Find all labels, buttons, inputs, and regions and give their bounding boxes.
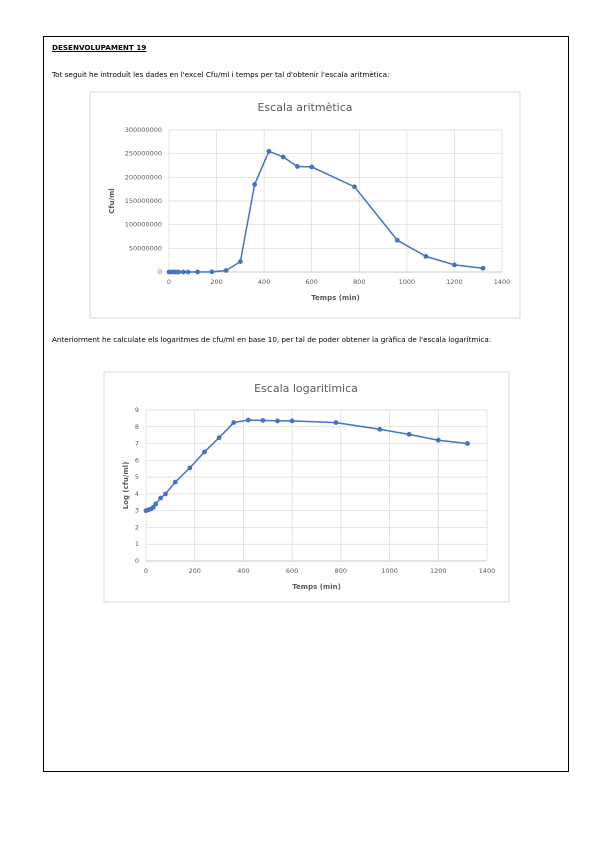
y-tick-label: 200000000 xyxy=(125,173,162,181)
data-point xyxy=(163,491,168,497)
y-tick-label: 150000000 xyxy=(125,197,162,205)
data-point xyxy=(187,465,193,471)
data-point xyxy=(180,269,186,275)
y-tick-label: 100000000 xyxy=(125,221,162,229)
data-point xyxy=(216,435,222,441)
data-point xyxy=(150,504,156,510)
y-tick-label: 9 xyxy=(135,406,139,414)
x-axis-label: Temps (min) xyxy=(311,294,360,302)
data-point xyxy=(289,418,295,424)
x-tick-label: 400 xyxy=(237,567,249,575)
data-point xyxy=(158,495,164,501)
x-tick-label: 800 xyxy=(353,278,365,286)
data-point xyxy=(266,148,272,154)
y-tick-label: 0 xyxy=(135,557,139,565)
chart-title: Escala logaritimica xyxy=(254,382,358,395)
data-point xyxy=(423,253,429,259)
data-point xyxy=(237,259,243,264)
data-point xyxy=(153,501,159,507)
data-point xyxy=(377,426,383,432)
data-point xyxy=(231,420,237,425)
page-border xyxy=(43,36,569,772)
y-tick-label: 5 xyxy=(135,473,139,481)
paragraph: Tot seguit he introduït les dades en l'e… xyxy=(52,70,390,79)
chart-title: Escala aritmètica xyxy=(257,101,352,114)
heading: DESENVOLUPAMENT 19 xyxy=(52,43,147,52)
y-tick-label: 250000000 xyxy=(125,150,162,158)
y-tick-label: 6 xyxy=(135,456,139,464)
y-tick-label: 300000000 xyxy=(125,126,162,134)
y-tick-label: 0 xyxy=(158,268,162,276)
x-tick-label: 400 xyxy=(258,278,270,286)
x-tick-label: 1400 xyxy=(479,567,496,575)
data-point xyxy=(406,431,412,437)
chart-frame xyxy=(103,371,510,603)
x-tick-label: 0 xyxy=(144,567,148,575)
data-point xyxy=(280,154,286,160)
y-tick-label: 3 xyxy=(135,507,139,515)
data-point xyxy=(223,268,229,273)
data-point xyxy=(452,262,457,268)
data-point xyxy=(202,449,207,455)
x-tick-label: 1200 xyxy=(446,278,463,286)
y-tick-label: 1 xyxy=(135,540,139,548)
paragraph: Anteriorment he calculate els logaritmes… xyxy=(52,335,492,344)
x-tick-label: 1000 xyxy=(399,278,416,286)
y-tick-label: 7 xyxy=(135,440,139,448)
y-axis-label: Log (cfu/ml) xyxy=(122,462,130,510)
x-tick-label: 1000 xyxy=(381,567,398,575)
x-tick-label: 0 xyxy=(167,278,171,286)
data-point xyxy=(252,182,258,187)
y-axis-label: Cfu/ml xyxy=(108,188,116,213)
y-tick-label: 50000000 xyxy=(129,244,162,252)
data-point xyxy=(480,265,486,271)
data-point xyxy=(172,479,178,485)
data-point xyxy=(176,269,181,275)
y-tick-label: 4 xyxy=(135,490,139,498)
x-tick-label: 200 xyxy=(189,567,201,575)
x-tick-label: 200 xyxy=(210,278,222,286)
data-point xyxy=(352,184,357,190)
data-point xyxy=(465,441,470,446)
x-tick-label: 1400 xyxy=(494,278,511,286)
data-point xyxy=(435,437,441,443)
data-point xyxy=(275,418,280,424)
x-tick-label: 800 xyxy=(335,567,347,575)
x-tick-label: 600 xyxy=(286,567,298,575)
data-point xyxy=(245,417,251,423)
data-point xyxy=(185,269,191,275)
data-point xyxy=(260,418,266,423)
data-point xyxy=(333,420,339,425)
x-tick-label: 600 xyxy=(306,278,318,286)
data-point xyxy=(295,164,300,169)
y-tick-label: 2 xyxy=(135,523,139,531)
data-point xyxy=(309,164,315,170)
x-tick-label: 1200 xyxy=(430,567,447,575)
data-point xyxy=(209,269,215,275)
y-tick-label: 8 xyxy=(135,423,139,431)
data-point xyxy=(195,269,200,275)
data-point xyxy=(394,237,400,243)
x-axis-label: Temps (min) xyxy=(292,583,341,591)
